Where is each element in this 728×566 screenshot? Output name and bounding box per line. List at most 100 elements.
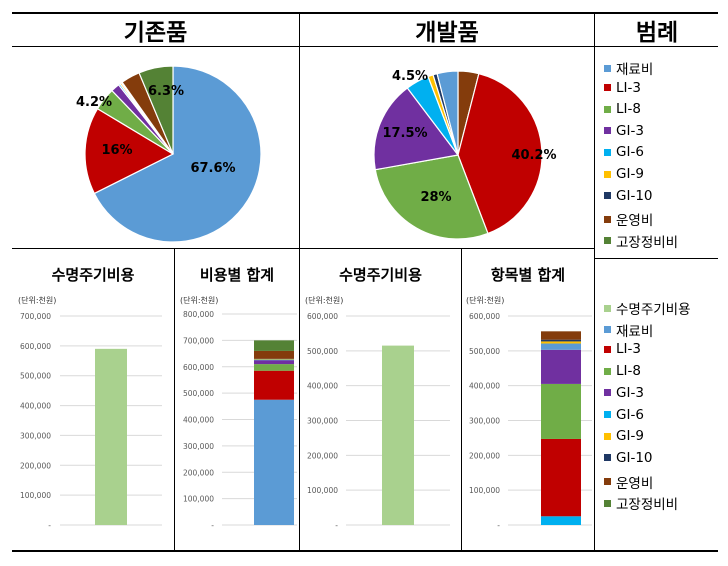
pie-slice-고장정비비 (138, 65, 174, 155)
y-tick-label: 200,000 (183, 468, 214, 477)
legend-item: 고장정비비 (604, 493, 678, 513)
bar4-title: 항목별 합계 (490, 266, 566, 284)
y-tick-label: - (497, 521, 500, 530)
pie-chart-existing: 67.6% 16% 4.2% 6.3% (76, 65, 262, 243)
pie-slice-GI-3 (373, 87, 460, 171)
pie-data-label: 67.6% (190, 161, 235, 176)
y-tick-label: 100,000 (469, 486, 500, 495)
y-tick-label: 100,000 (20, 491, 51, 500)
bar-segment-LI-3 (254, 370, 294, 400)
column-divider-1 (299, 12, 300, 550)
pie-chart-developed: 40.2% 28% 17.5% 4.5% (373, 69, 557, 240)
bar-segment-GI-6 (254, 359, 294, 361)
pie-slice-LI-3 (457, 72, 543, 235)
y-tick-label: 500,000 (183, 389, 214, 398)
legend-item: 운영비 (604, 472, 653, 492)
legend-item: 고장정비비 (604, 231, 678, 251)
legend-swatch (604, 345, 611, 353)
legend-swatch (604, 326, 611, 334)
legend-swatch (604, 127, 611, 135)
bottom-border (12, 550, 718, 552)
y-tick-label: 600,000 (183, 363, 214, 372)
y-tick-label: 400,000 (469, 382, 500, 391)
bar-segment-운영비 (541, 331, 581, 340)
pie-data-label: 4.2% (76, 95, 112, 110)
legend-label: LI-3 (616, 341, 641, 358)
bar-segment-GI-9 (254, 359, 294, 360)
y-tick-label: 700,000 (183, 336, 214, 345)
legend-item: 재료비 (604, 320, 653, 340)
pie-data-label: 16% (101, 143, 132, 158)
legend-label: 운영비 (616, 475, 654, 492)
legend-swatch (604, 192, 611, 200)
legend-swatch (604, 105, 611, 113)
bar-chart-cost-total: - 100,000 200,000 300,000 400,000 500,000 600,… (183, 310, 297, 530)
bar-segment-재료비 (541, 343, 581, 350)
legend-item: GI-10 (604, 188, 653, 204)
legend-item: LI-8 (604, 363, 641, 379)
y-tick-label: 100,000 (183, 495, 214, 504)
bar-segment-GI-3 (254, 360, 294, 365)
bar-segment-LI-3 (541, 438, 581, 517)
y-tick-label: 300,000 (307, 417, 338, 426)
column-divider-2 (594, 12, 595, 550)
y-tick-label: 600,000 (307, 312, 338, 321)
legend-swatch (604, 478, 611, 486)
pie-slice-재료비 (93, 65, 262, 243)
legend-swatch (604, 367, 611, 375)
bar-segment-수명주기비용 (382, 345, 414, 525)
legend-label: LI-8 (616, 101, 641, 118)
pie-data-label: 28% (420, 190, 451, 205)
legend-item: GI-6 (604, 144, 644, 160)
bar1-unit: (단위:천원) (18, 296, 57, 305)
legend-item: GI-6 (604, 407, 644, 423)
y-tick-label: 500,000 (469, 347, 500, 356)
legend-label: 수명주기비용 (616, 302, 691, 318)
legend-label: GI-6 (616, 406, 644, 423)
y-tick-label: 100,000 (307, 486, 338, 495)
bar-segment-운영비 (254, 350, 294, 359)
header-separator (12, 46, 718, 47)
bar-segment-수명주기비용 (95, 348, 127, 525)
top-border (12, 12, 718, 14)
legend-swatch (604, 389, 611, 397)
bar3-title: 수명주기비용 (339, 266, 422, 284)
legend-label: GI-9 (616, 428, 644, 445)
legend-label: 운영비 (616, 213, 654, 230)
bar3-unit: (단위:천원) (305, 296, 344, 305)
legend-item: GI-10 (604, 450, 653, 466)
legend-label: 재료비 (616, 323, 654, 340)
panel-divider-right (461, 248, 462, 550)
legend-swatch (604, 304, 611, 312)
bar-segment-재료비 (254, 399, 294, 525)
legend-label: 재료비 (616, 62, 654, 78)
pie-data-label: 6.3% (148, 84, 184, 99)
bar-segment-고장정비비 (254, 340, 294, 351)
pie-data-label: 40.2% (511, 148, 556, 163)
legend-item: GI-3 (604, 123, 644, 139)
y-tick-label: 600,000 (20, 342, 51, 351)
legend-item: LI-8 (604, 101, 641, 117)
legend-item: 수명주기비용 (604, 298, 691, 318)
row-separator (12, 248, 594, 249)
bar-chart-lifecycle-developed: - 100,000 200,000 300,000 400,000 500,000 600,… (307, 312, 450, 530)
legend-swatch (604, 148, 611, 156)
y-tick-label: 300,000 (20, 431, 51, 440)
legend-swatch (604, 499, 611, 507)
bar4-unit: (단위:천원) (466, 296, 505, 305)
bar1-title: 수명주기비용 (51, 266, 135, 284)
legend-item: 재료비 (604, 58, 653, 78)
bar-segment-GI-9 (541, 341, 581, 344)
legend-item: GI-9 (604, 428, 644, 444)
y-tick-label: 500,000 (20, 372, 51, 381)
legend-swatch (604, 215, 611, 223)
legend-label: GI-6 (616, 144, 644, 161)
legend-item: LI-3 (604, 341, 641, 357)
y-tick-label: - (211, 521, 214, 530)
y-tick-label: 400,000 (20, 402, 51, 411)
pie-slice-LI-8 (374, 154, 489, 240)
legend-label: GI-10 (616, 449, 653, 466)
y-tick-label: - (335, 521, 338, 530)
legend-label: GI-3 (616, 122, 644, 139)
bar-segment-LI-8 (541, 383, 581, 439)
